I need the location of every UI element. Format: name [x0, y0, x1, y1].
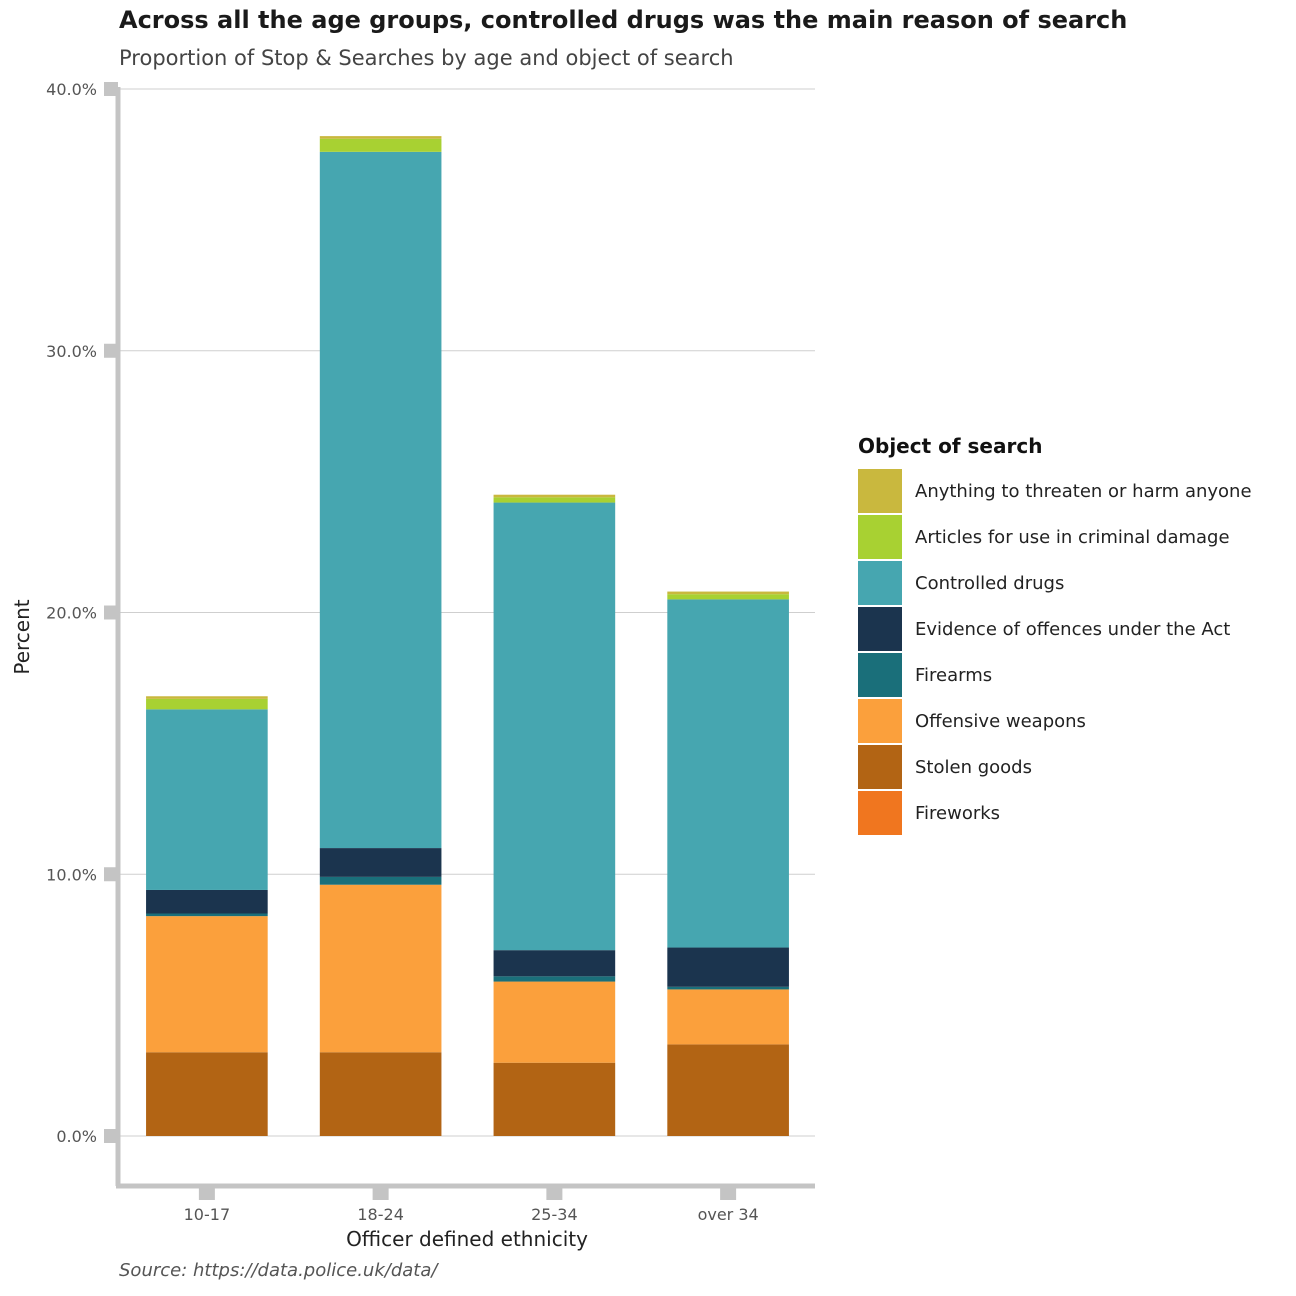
y-tick-mark — [104, 343, 118, 358]
y-tick-mark — [104, 1129, 118, 1143]
bar-segment — [493, 497, 616, 503]
bars — [146, 136, 789, 1136]
legend-item: Fireworks — [858, 790, 1252, 836]
legend-item: Articles for use in criminal damage — [858, 514, 1252, 560]
bar-segment — [493, 494, 616, 498]
bar-segment — [319, 151, 442, 849]
bar-segment — [146, 709, 268, 890]
bar-segment — [319, 876, 442, 885]
legend-item: Anything to threaten or harm anyone — [858, 468, 1252, 514]
legend-swatch — [858, 699, 902, 743]
bar-segment — [146, 913, 268, 917]
bar-segment — [319, 138, 442, 152]
legend-swatch — [858, 607, 902, 651]
y-tick-label: 20.0% — [46, 604, 97, 623]
x-tick-label: 25-34 — [531, 1205, 578, 1224]
bar-segment — [319, 848, 442, 877]
bar-segment — [493, 981, 616, 1063]
bar-segment — [493, 976, 616, 982]
x-tick-mark — [546, 1187, 563, 1200]
bar-segment — [667, 594, 789, 600]
bar-segment — [146, 696, 268, 699]
legend-label: Offensive weapons — [915, 710, 1086, 732]
y-tick-label: 40.0% — [46, 80, 97, 99]
axes — [115, 87, 815, 1189]
legend-label: Controlled drugs — [915, 572, 1065, 594]
chart-subtitle: Proportion of Stop & Searches by age and… — [119, 46, 734, 70]
source-caption: Source: https://data.police.uk/data/ — [119, 1260, 438, 1281]
legend-swatch — [858, 791, 902, 835]
legend-item: Offensive weapons — [858, 698, 1252, 744]
tick-labels: 0.0% 10.0% 20.0% 30.0% 40.0% 10-17 18-24 25-34 o… — [46, 80, 759, 1224]
legend-item: Controlled drugs — [858, 560, 1252, 606]
legend-label: Evidence of offences under the Act — [915, 618, 1231, 640]
bar-segment — [667, 591, 789, 595]
legend-item: Stolen goods — [858, 744, 1252, 790]
bar-segment — [146, 698, 268, 710]
x-tick-mark — [372, 1187, 389, 1200]
y-tick-label: 30.0% — [46, 342, 97, 361]
bar-segment — [146, 1052, 268, 1136]
bar-segment — [493, 950, 616, 977]
chart-title: Across all the age groups, controlled dr… — [119, 6, 1128, 34]
y-tick-mark — [104, 605, 118, 620]
bar-segment — [319, 884, 442, 1053]
x-tick-label: 18-24 — [357, 1205, 404, 1224]
bar-segment — [319, 136, 442, 139]
legend-swatch — [858, 653, 902, 697]
legend: Object of search Anything to threaten or… — [858, 434, 1252, 836]
y-tick-label: 0.0% — [56, 1127, 97, 1146]
legend-swatch — [858, 515, 902, 559]
x-axis-label: Officer defined ethnicity — [346, 1227, 588, 1251]
bar-segment — [667, 986, 789, 990]
legend-item: Firearms — [858, 652, 1252, 698]
bar-segment — [667, 599, 789, 948]
y-tick-label: 10.0% — [46, 865, 97, 884]
legend-swatch — [858, 561, 902, 605]
y-axis-label: Percent — [10, 599, 34, 674]
legend-label: Anything to threaten or harm anyone — [915, 480, 1252, 502]
bar-segment — [667, 989, 789, 1045]
bar-segment — [667, 947, 789, 987]
bar-segment — [146, 889, 268, 914]
x-tick-label: 10-17 — [184, 1205, 231, 1224]
legend-title: Object of search — [858, 434, 1043, 458]
x-tick-label: over 34 — [698, 1205, 759, 1224]
y-tick-mark — [104, 82, 118, 96]
bar-segment — [667, 1044, 789, 1136]
legend-swatch — [858, 745, 902, 789]
legend-label: Fireworks — [915, 802, 1001, 824]
bar-segment — [146, 916, 268, 1053]
bar-segment — [493, 502, 616, 951]
legend-item: Evidence of offences under the Act — [858, 606, 1252, 652]
legend-label: Firearms — [915, 664, 993, 686]
legend-items: Anything to threaten or harm anyone Artic… — [858, 468, 1252, 836]
bar-segment — [493, 1062, 616, 1136]
legend-label: Articles for use in criminal damage — [915, 526, 1230, 548]
bar-segment — [319, 1052, 442, 1136]
x-tick-mark — [720, 1187, 737, 1200]
legend-label: Stolen goods — [915, 756, 1032, 778]
x-tick-mark — [198, 1187, 215, 1200]
legend-swatch — [858, 469, 902, 513]
y-tick-mark — [104, 867, 118, 882]
